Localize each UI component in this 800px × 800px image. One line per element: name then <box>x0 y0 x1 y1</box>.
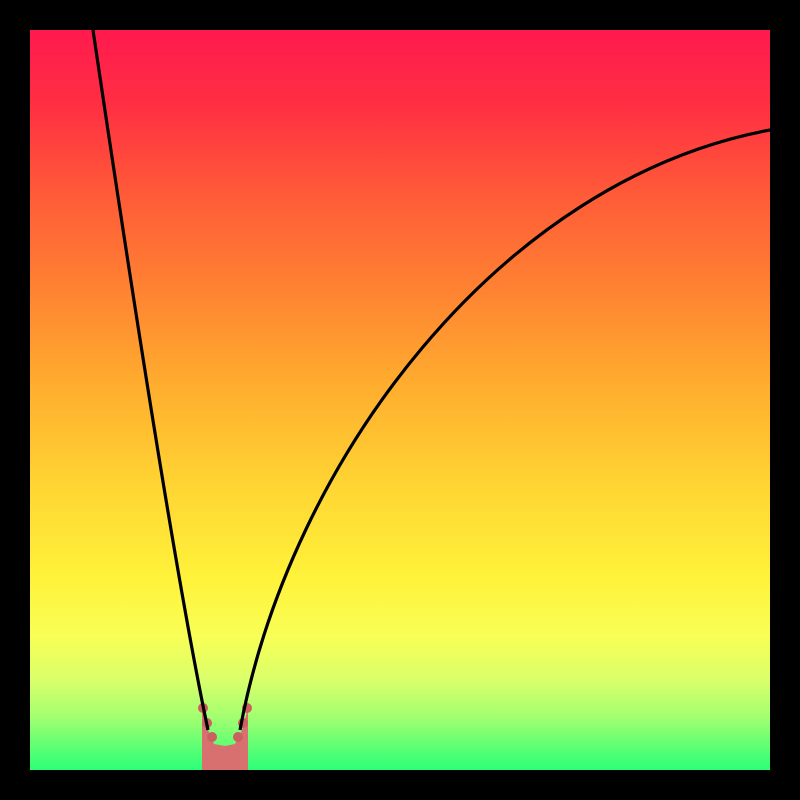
black-frame-border <box>0 0 800 800</box>
